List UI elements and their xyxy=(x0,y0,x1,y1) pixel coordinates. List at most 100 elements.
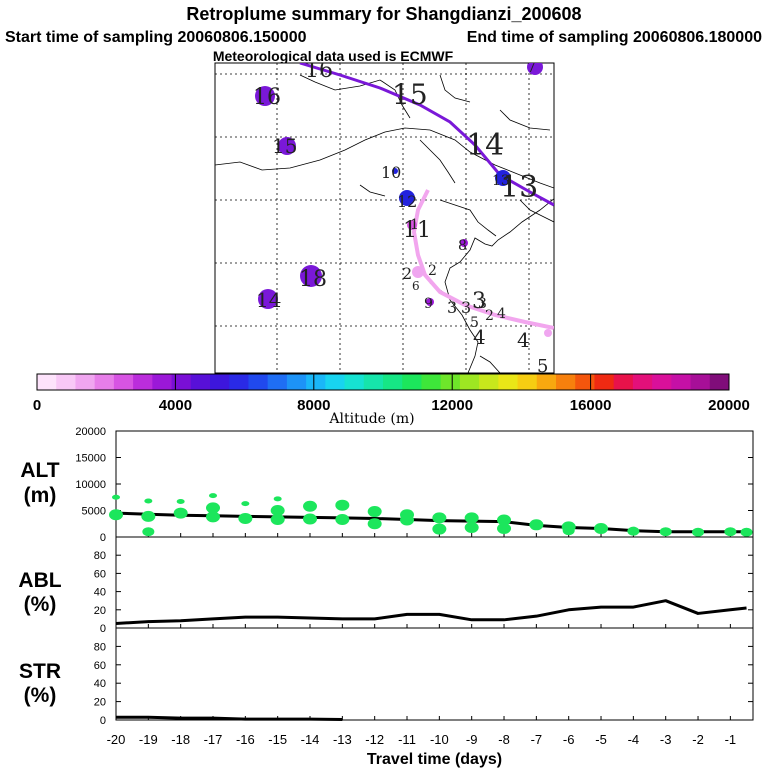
x-tick-label: -3 xyxy=(660,732,672,747)
map-label: 3 xyxy=(472,289,486,314)
colorbar-swatch xyxy=(671,374,692,390)
alt-particle-dot xyxy=(209,493,218,499)
colorbar-label: Altitude (m) xyxy=(328,411,414,427)
colorbar-swatch xyxy=(575,374,595,390)
x-tick-label: -17 xyxy=(204,732,223,747)
map-grid xyxy=(215,63,554,373)
y-tick-label: 20000 xyxy=(75,426,106,438)
alt-particle-dot xyxy=(367,518,382,530)
x-tick-label: -16 xyxy=(236,732,255,747)
colorbar-swatch xyxy=(306,374,326,390)
colorbar-tick-label: 4000 xyxy=(159,397,192,414)
alt-particle-dot xyxy=(112,494,120,500)
colorbar-swatch xyxy=(632,374,653,390)
alt-particle-dot xyxy=(142,527,155,537)
colorbar-swatch xyxy=(171,374,192,390)
colorbar-swatch xyxy=(556,374,576,390)
x-tick-label: -4 xyxy=(628,732,640,747)
colorbar-swatch xyxy=(113,374,134,390)
alt-particle-dot xyxy=(238,512,253,524)
y-tick-label: 40 xyxy=(94,587,106,599)
map-label: 16 xyxy=(253,85,281,110)
map-label: 16 xyxy=(305,58,333,83)
x-tick-label: -13 xyxy=(333,732,352,747)
map-label: 3 xyxy=(461,298,471,317)
map-label: 13 xyxy=(500,170,538,205)
x-tick-label: -15 xyxy=(268,732,287,747)
map-marker xyxy=(426,298,434,306)
map-label: 11 xyxy=(403,218,431,243)
map-marker xyxy=(399,190,415,206)
colorbar-swatch xyxy=(229,374,249,390)
y-tick-label: 0 xyxy=(100,623,106,635)
alt-particle-dot xyxy=(594,523,609,535)
alt-particle-dot xyxy=(273,496,282,502)
colorbar-tick-label: 8000 xyxy=(297,397,330,414)
alt-particle-dot xyxy=(497,514,512,526)
colorbar-swatch xyxy=(248,374,269,390)
alt-particle-dot xyxy=(176,498,185,504)
alt-particle-dot xyxy=(432,523,447,535)
colorbar-tick-label: 20000 xyxy=(708,397,750,414)
colorbar-swatch xyxy=(594,374,615,390)
alt-particle-dot xyxy=(303,513,318,525)
alt-particle-dot xyxy=(109,509,123,521)
colorbar-swatch xyxy=(479,374,499,390)
colorbar-swatch xyxy=(286,374,307,390)
map-label: 3 xyxy=(447,298,457,317)
panel-unit-label: (m) xyxy=(24,484,57,507)
colorbar-swatch xyxy=(210,374,230,390)
x-tick-label: -2 xyxy=(692,732,704,747)
x-tick-label: -9 xyxy=(466,732,478,747)
x-tick-label: -6 xyxy=(563,732,575,747)
x-tick-label: -19 xyxy=(139,732,158,747)
series-line-str xyxy=(116,715,343,722)
y-tick-label: 60 xyxy=(94,568,106,580)
map-label: 3 xyxy=(478,296,487,312)
map-label: 14 xyxy=(466,128,504,163)
alt-particle-dot xyxy=(270,514,285,526)
map-labels: 16 15 14 13 12 11 10 9 8 7 6 5 4 3 2 1 1… xyxy=(253,58,548,373)
plume-path-purple xyxy=(299,63,554,207)
alt-particle-dot xyxy=(692,527,705,537)
alt-particle-dot xyxy=(303,500,318,512)
colorbar-swatch xyxy=(536,374,557,390)
alt-particle-dot xyxy=(270,505,285,516)
alt-particle-dot xyxy=(464,521,479,533)
colorbar-swatch xyxy=(421,374,442,390)
map-marker xyxy=(278,137,296,155)
panel-abl: ABL(%) 0 20 40 60 80 xyxy=(18,536,754,635)
colorbar-swatch xyxy=(440,374,461,390)
altitude-colorbar: 0 4000 8000 12000 16000 20000 xyxy=(33,373,750,414)
colorbar-swatch xyxy=(344,374,365,390)
map-marker xyxy=(255,86,275,106)
alt-particle-dot xyxy=(432,512,447,524)
x-tick-label: -18 xyxy=(171,732,190,747)
panel-frame xyxy=(115,627,754,721)
colorbar-swatch xyxy=(152,374,173,390)
y-tick-label: 20 xyxy=(94,605,106,617)
map-label: 14 xyxy=(256,288,281,312)
x-tick-label: -5 xyxy=(595,732,607,747)
alt-particle-dot xyxy=(464,512,479,524)
colorbar-swatch xyxy=(190,374,211,390)
map-marker xyxy=(300,265,322,287)
map-label: 5 xyxy=(470,315,479,331)
y-tick-label: 20 xyxy=(94,697,106,709)
colorbar-tick-label: 12000 xyxy=(431,397,473,414)
map-label: 6 xyxy=(412,279,420,293)
alt-particle-dot xyxy=(562,526,575,536)
map-marker xyxy=(258,289,278,309)
colorbar-swatch xyxy=(94,374,115,390)
alt-particle-dot xyxy=(141,510,156,522)
map-label: 2 xyxy=(428,263,437,279)
colorbar-swatch xyxy=(709,374,730,390)
y-tick-label: 15000 xyxy=(75,453,106,465)
y-tick-label: 40 xyxy=(94,678,106,690)
panel-unit-label: (%) xyxy=(24,684,57,707)
panel-label: ABL xyxy=(18,569,61,592)
alt-particle-dot xyxy=(335,499,350,511)
series-line-abl xyxy=(115,599,747,625)
map-panel: 16 15 14 13 12 11 10 9 8 7 6 5 4 3 2 1 1… xyxy=(214,58,555,374)
